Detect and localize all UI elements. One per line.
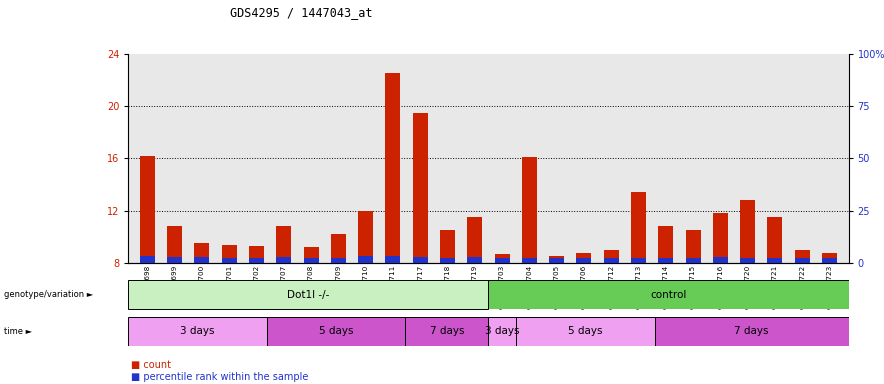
Bar <box>358 257 373 263</box>
Bar <box>194 243 210 263</box>
Bar <box>576 253 591 263</box>
Bar <box>795 258 810 263</box>
Bar <box>822 253 837 263</box>
Bar <box>276 257 291 263</box>
Bar <box>331 234 346 263</box>
Bar <box>167 257 182 263</box>
Bar <box>468 257 483 263</box>
Text: 7 days: 7 days <box>735 326 769 336</box>
Bar <box>128 317 267 346</box>
Bar <box>604 258 619 263</box>
Text: 5 days: 5 days <box>568 326 603 336</box>
Bar <box>713 214 728 263</box>
Bar <box>740 200 755 263</box>
Bar <box>385 256 400 263</box>
Bar <box>249 258 264 263</box>
Bar <box>140 156 155 263</box>
Bar <box>549 258 564 263</box>
Bar <box>686 258 701 263</box>
Bar <box>522 258 537 263</box>
Bar <box>222 258 237 263</box>
Text: 7 days: 7 days <box>430 326 464 336</box>
Bar <box>631 258 646 263</box>
Text: GDS4295 / 1447043_at: GDS4295 / 1447043_at <box>230 6 372 19</box>
Bar <box>494 254 509 263</box>
Bar <box>358 211 373 263</box>
Text: 3 days: 3 days <box>485 326 520 336</box>
Bar <box>489 280 849 309</box>
Bar <box>604 250 619 263</box>
Bar <box>522 157 537 263</box>
Text: 5 days: 5 days <box>319 326 354 336</box>
Bar <box>516 317 655 346</box>
Text: 3 days: 3 days <box>180 326 215 336</box>
Bar <box>489 317 516 346</box>
Bar <box>795 250 810 263</box>
Bar <box>167 227 182 263</box>
Bar <box>659 227 674 263</box>
Bar <box>655 317 849 346</box>
Bar <box>440 230 455 263</box>
Bar <box>128 280 489 309</box>
Bar <box>331 258 346 263</box>
Bar <box>767 258 782 263</box>
Text: control: control <box>651 290 687 300</box>
Bar <box>440 258 455 263</box>
Bar <box>303 247 318 263</box>
Bar <box>140 256 155 263</box>
Bar <box>249 246 264 263</box>
Bar <box>405 317 488 346</box>
Bar <box>549 257 564 263</box>
Bar <box>267 317 405 346</box>
Text: Dot1l -/-: Dot1l -/- <box>287 290 330 300</box>
Bar <box>413 113 428 263</box>
Text: ■ percentile rank within the sample: ■ percentile rank within the sample <box>131 372 309 382</box>
Bar <box>686 230 701 263</box>
Bar <box>303 258 318 263</box>
Bar <box>631 192 646 263</box>
Text: time ►: time ► <box>4 327 33 336</box>
Text: genotype/variation ►: genotype/variation ► <box>4 290 94 299</box>
Bar <box>713 257 728 263</box>
Bar <box>659 258 674 263</box>
Bar <box>413 257 428 263</box>
Bar <box>276 227 291 263</box>
Bar <box>576 258 591 263</box>
Bar <box>222 245 237 263</box>
Bar <box>822 258 837 263</box>
Bar <box>385 73 400 263</box>
Text: ■ count: ■ count <box>131 360 171 370</box>
Bar <box>468 217 483 263</box>
Bar <box>494 258 509 263</box>
Bar <box>767 217 782 263</box>
Bar <box>194 257 210 263</box>
Bar <box>740 258 755 263</box>
